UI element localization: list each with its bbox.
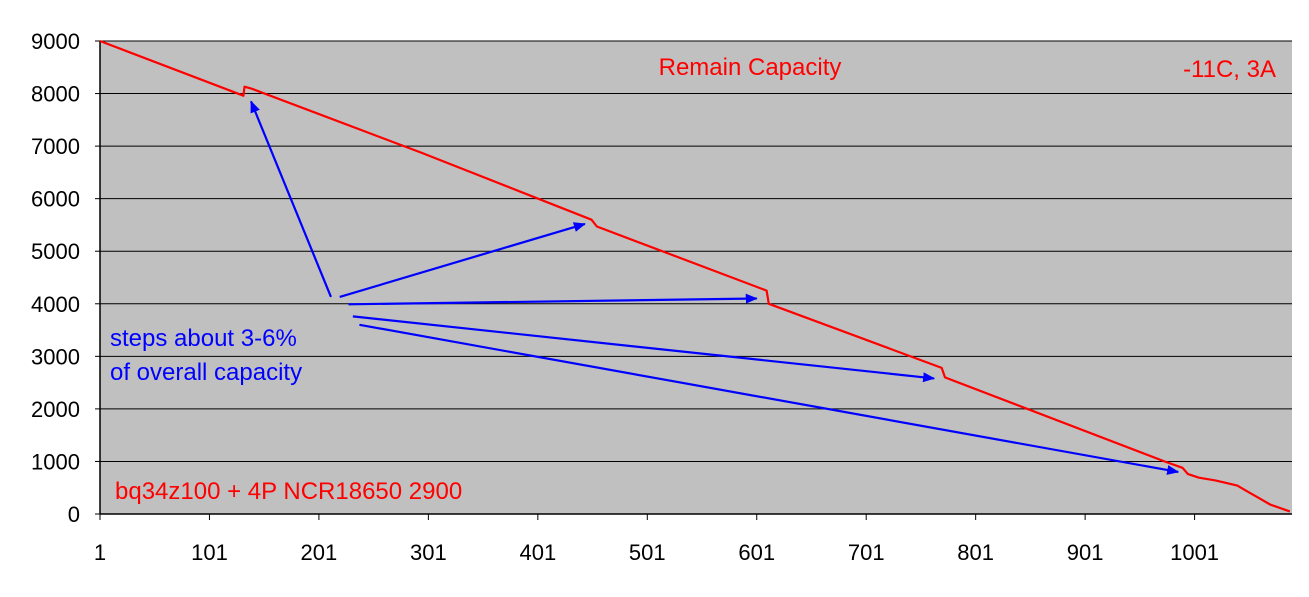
y-tick-label: 6000 — [31, 187, 80, 212]
x-tick-label: 901 — [1067, 540, 1104, 565]
annotation-arrow — [339, 222, 586, 298]
tick-labels: 0 1000 2000 3000 4000 5000 6000 7000 8000 9000 1 10… — [31, 29, 1219, 565]
grid-lines — [100, 40, 1292, 462]
axes — [95, 40, 1292, 520]
series-line-remain-capacity — [99, 39, 1291, 513]
annotation-arrow — [359, 323, 1180, 475]
y-tick-label: 5000 — [31, 239, 80, 264]
x-tick-label: 1 — [94, 540, 106, 565]
annotation-arrows — [250, 100, 1180, 475]
x-tick-label: 601 — [738, 540, 775, 565]
steps-annotation-line1: steps about 3-6% — [110, 325, 297, 352]
y-tick-label: 4000 — [31, 292, 80, 317]
x-tick-label: 101 — [191, 540, 228, 565]
annotation-arrow — [250, 100, 332, 298]
plot-background — [100, 41, 1292, 514]
steps-annotation-line2: of overall capacity — [110, 359, 302, 386]
annotation-arrow — [352, 315, 936, 383]
y-tick-label: 2000 — [31, 397, 80, 422]
x-tick-label: 401 — [519, 540, 556, 565]
x-tick-label: 501 — [629, 540, 666, 565]
annotation-arrow — [348, 293, 758, 306]
y-tick-label: 9000 — [31, 29, 80, 54]
y-tick-label: 7000 — [31, 134, 80, 159]
x-tick-label: 201 — [301, 540, 338, 565]
series-layer — [99, 39, 1291, 513]
y-tick-label: 3000 — [31, 344, 80, 369]
chart-title: Remain Capacity — [659, 54, 842, 81]
y-tick-label: 8000 — [31, 82, 80, 107]
y-tick-label: 1000 — [31, 449, 80, 474]
device-label: bq34z100 + 4P NCR18650 2900 — [115, 478, 462, 505]
x-tick-label: 1001 — [1170, 540, 1219, 565]
y-tick-label: 0 — [68, 502, 80, 527]
x-tick-label: 301 — [410, 540, 447, 565]
condition-label: -11C, 3A — [1183, 56, 1276, 83]
x-tick-label: 701 — [848, 540, 885, 565]
x-tick-label: 801 — [957, 540, 994, 565]
